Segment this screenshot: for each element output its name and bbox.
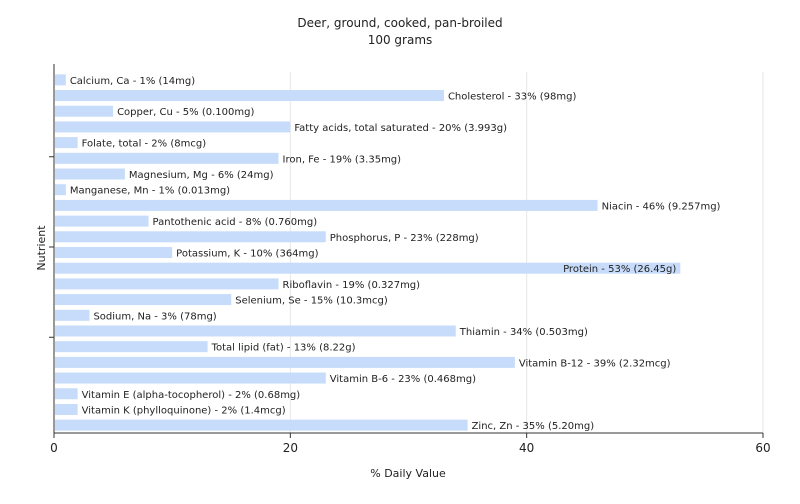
bar: [55, 325, 456, 337]
bar: [55, 199, 598, 211]
bar: [55, 121, 291, 133]
bar-label: Sodium, Na - 3% (78mg): [93, 311, 216, 322]
bar: [55, 168, 125, 180]
bar-label: Niacin - 46% (9.257mg): [602, 201, 721, 212]
x-tick-label: 0: [50, 441, 58, 455]
bar: [55, 215, 149, 227]
bar: [55, 372, 326, 384]
bar: [55, 419, 468, 431]
bar-label: Riboflavin - 19% (0.327mg): [283, 280, 421, 291]
bar-label: Calcium, Ca - 1% (14mg): [70, 76, 195, 87]
bar-label: Cholesterol - 33% (98mg): [448, 92, 577, 103]
bar-label: Copper, Cu - 5% (0.100mg): [117, 107, 254, 118]
bars: Calcium, Ca - 1% (14mg) Cholesterol - 33%…: [55, 74, 721, 432]
bar: [55, 278, 279, 290]
chart-subtitle: 100 grams: [368, 33, 433, 47]
x-axis-label: % Daily Value: [370, 467, 446, 480]
bar: [55, 90, 444, 102]
bar-label: Potassium, K - 10% (364mg): [176, 249, 318, 260]
bar: [55, 262, 681, 274]
bar-label: Vitamin B-12 - 39% (2.32mcg): [519, 358, 671, 369]
bar-label: Iron, Fe - 19% (3.35mg): [283, 154, 402, 165]
bar: [55, 403, 78, 415]
bar: [55, 137, 78, 149]
bar: [55, 105, 114, 117]
bar: [55, 247, 173, 258]
bar-label: Fatty acids, total saturated - 20% (3.99…: [294, 123, 507, 134]
bar-label: Protein - 53% (26.45g): [563, 264, 676, 275]
bar-label: Phosphorus, P - 23% (228mg): [330, 233, 479, 244]
bar-label: Vitamin B-6 - 23% (0.468mg): [330, 374, 476, 385]
bar: [55, 184, 66, 196]
bar-label: Total lipid (fat) - 13% (8.22g): [211, 343, 356, 354]
bar: [55, 309, 90, 321]
bar: [55, 294, 232, 306]
bar: [55, 356, 515, 368]
bar-label: Magnesium, Mg - 6% (24mg): [129, 170, 274, 181]
x-tick-label: 20: [283, 441, 298, 455]
x-tick-label: 40: [519, 441, 534, 455]
bar: [55, 231, 326, 243]
bar: [55, 388, 78, 400]
bar-label: Folate, total - 2% (8mcg): [82, 139, 207, 150]
bar-label: Selenium, Se - 15% (10.3mcg): [235, 296, 388, 307]
bar-label: Pantothenic acid - 8% (0.760mg): [153, 217, 318, 228]
bar-label: Zinc, Zn - 35% (5.20mg): [472, 421, 595, 432]
bar-label: Vitamin E (alpha-tocopherol) - 2% (0.68m…: [82, 390, 301, 401]
y-axis-label: Nutrient: [35, 225, 48, 271]
bar: [55, 341, 208, 353]
axes: 0 20 40 60: [49, 64, 771, 455]
bar: [55, 74, 66, 86]
chart-title: Deer, ground, cooked, pan-broiled: [297, 16, 502, 30]
bar-label: Manganese, Mn - 1% (0.013mg): [70, 186, 230, 197]
x-tick-label: 60: [755, 441, 770, 455]
bar-label: Thiamin - 34% (0.503mg): [459, 327, 588, 338]
bar-label: Vitamin K (phylloquinone) - 2% (1.4mcg): [82, 405, 286, 416]
bar: [55, 152, 279, 164]
